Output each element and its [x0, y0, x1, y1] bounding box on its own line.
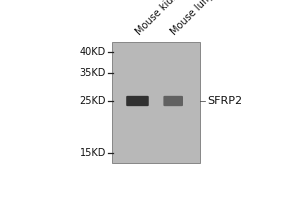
Text: 15KD: 15KD: [80, 148, 106, 158]
Text: 25KD: 25KD: [80, 96, 106, 106]
FancyBboxPatch shape: [164, 96, 183, 106]
FancyBboxPatch shape: [126, 96, 149, 106]
Text: 35KD: 35KD: [80, 68, 106, 78]
Text: SFRP2: SFRP2: [207, 96, 242, 106]
Text: Mouse lung: Mouse lung: [169, 0, 216, 37]
Text: Mouse kidney: Mouse kidney: [134, 0, 189, 37]
Text: 40KD: 40KD: [80, 47, 106, 57]
Bar: [112, 42, 200, 163]
